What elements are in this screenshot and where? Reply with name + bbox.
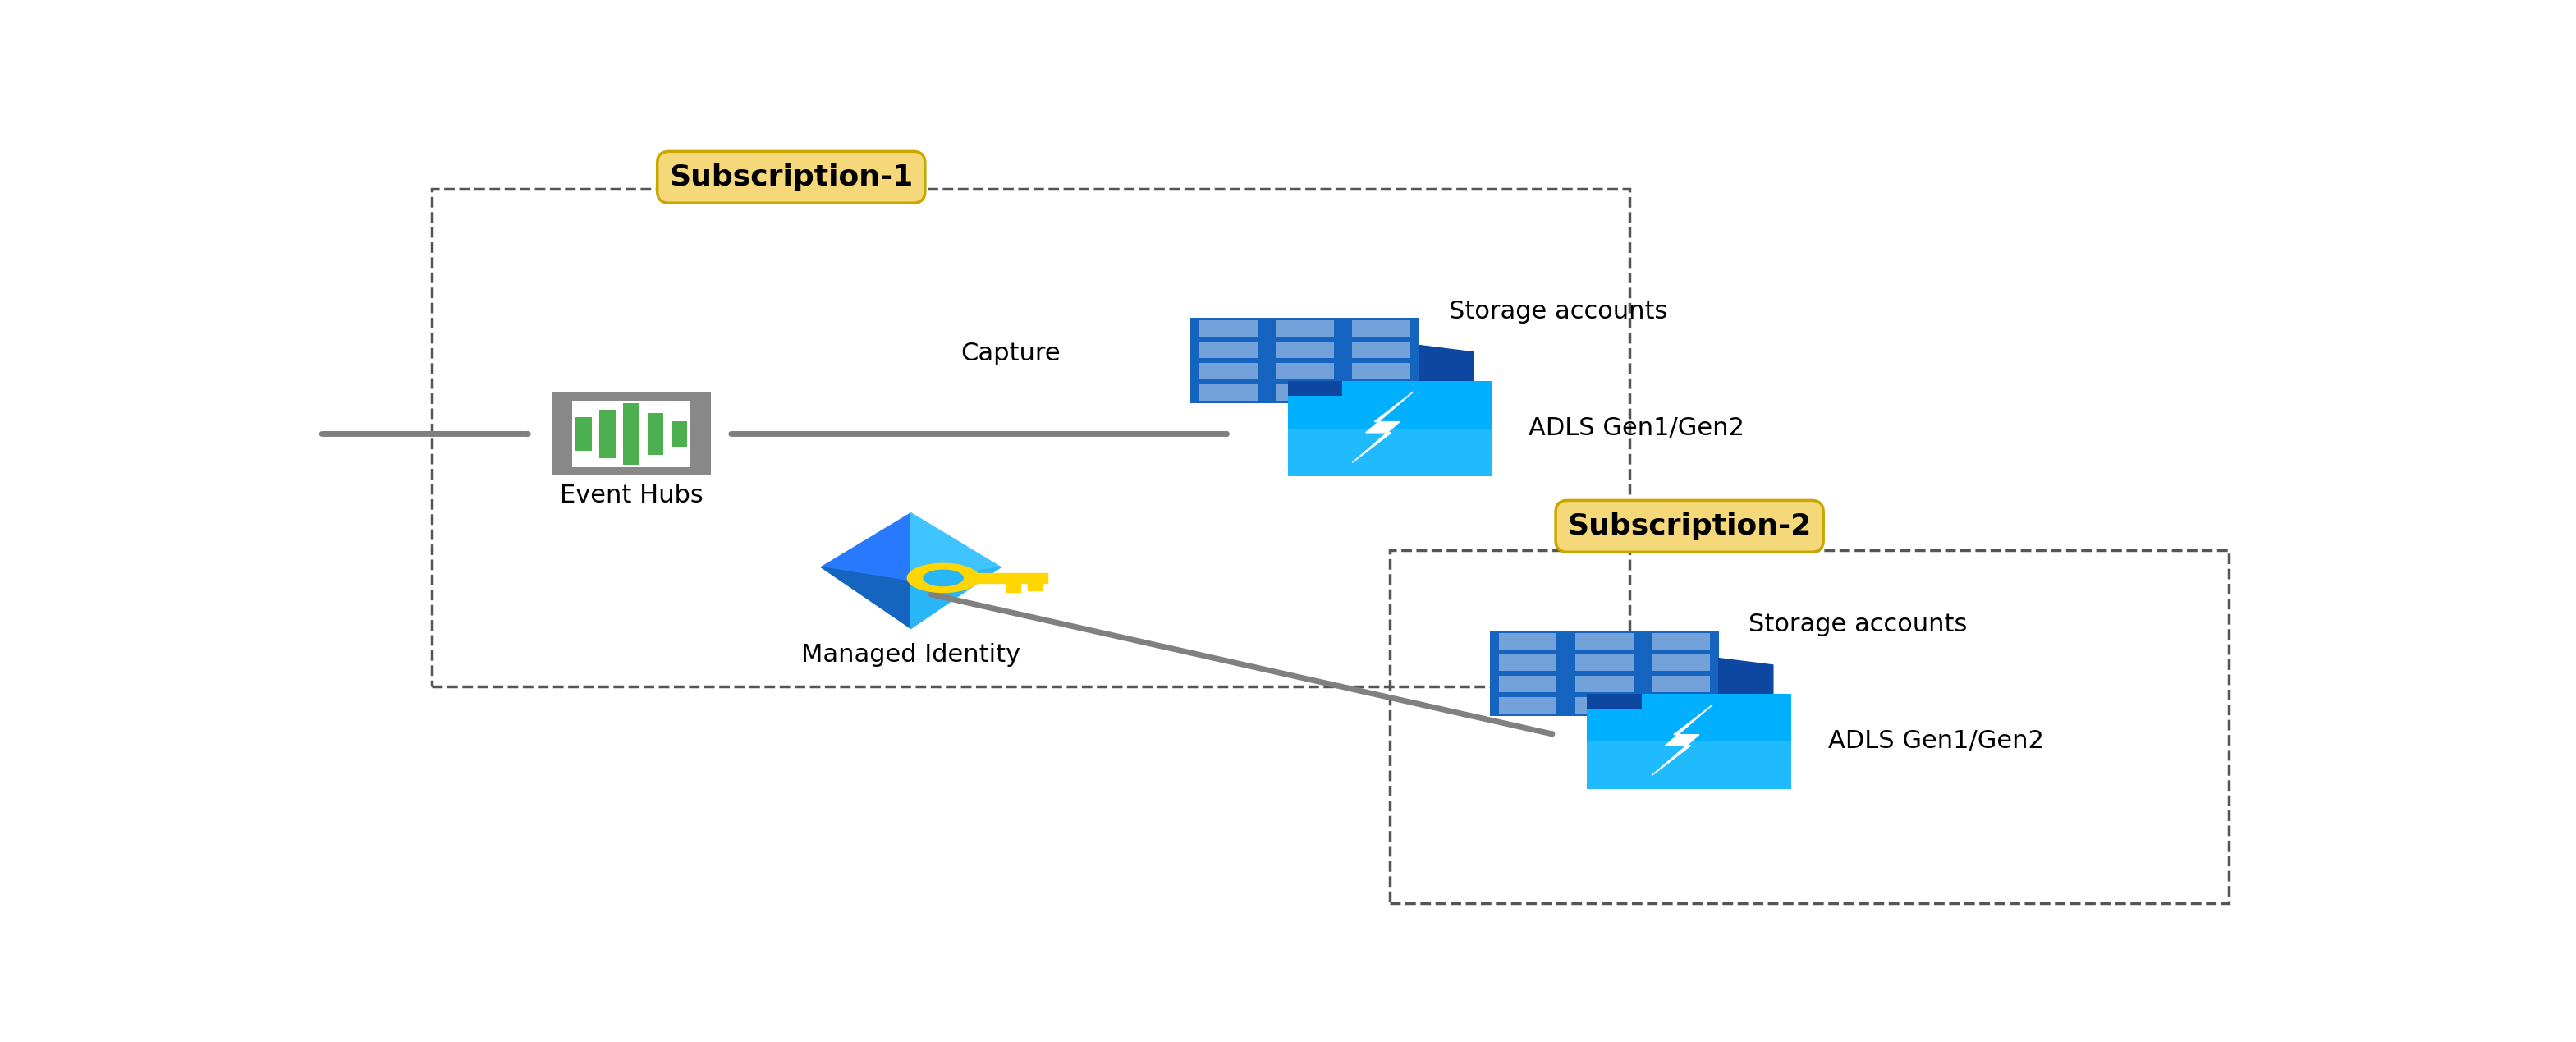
Bar: [1499, 676, 1556, 692]
Text: Event Hubs: Event Hubs: [559, 483, 703, 507]
Polygon shape: [1028, 584, 1043, 590]
Text: Storage accounts: Storage accounts: [1448, 299, 1667, 323]
Bar: [1391, 550, 2228, 903]
Bar: [1190, 318, 1419, 403]
Bar: [551, 392, 711, 400]
Text: Capture: Capture: [961, 342, 1061, 366]
Text: Subscription-1: Subscription-1: [670, 164, 912, 191]
Text: Subscription-2: Subscription-2: [1569, 513, 1811, 540]
Bar: [1288, 380, 1342, 396]
Polygon shape: [822, 567, 912, 628]
Bar: [1200, 320, 1257, 337]
Bar: [1275, 384, 1334, 400]
Bar: [1499, 654, 1556, 671]
Bar: [1651, 634, 1710, 649]
Bar: [1200, 384, 1257, 400]
Text: Storage accounts: Storage accounts: [1749, 613, 1968, 636]
Bar: [1587, 694, 1641, 709]
Polygon shape: [912, 513, 999, 581]
Polygon shape: [1352, 392, 1414, 463]
Polygon shape: [1651, 704, 1713, 775]
Bar: [1275, 363, 1334, 379]
Bar: [1574, 634, 1633, 649]
Bar: [1574, 676, 1633, 692]
Text: ADLS Gen1/Gen2: ADLS Gen1/Gen2: [1528, 417, 1744, 441]
Bar: [1352, 384, 1409, 400]
Bar: [1489, 630, 1718, 716]
Bar: [1200, 342, 1257, 357]
Bar: [647, 414, 665, 454]
Bar: [1275, 320, 1334, 337]
Polygon shape: [912, 567, 999, 628]
Bar: [1587, 742, 1790, 789]
Bar: [623, 403, 639, 465]
Polygon shape: [1007, 584, 1020, 593]
Bar: [1352, 320, 1409, 337]
Bar: [1200, 363, 1257, 379]
Bar: [574, 417, 592, 451]
Bar: [1352, 342, 1409, 357]
Polygon shape: [1419, 345, 1473, 393]
Bar: [1574, 697, 1633, 714]
Bar: [1651, 676, 1710, 692]
Polygon shape: [1718, 659, 1772, 706]
Bar: [600, 410, 616, 458]
Polygon shape: [907, 564, 979, 593]
Bar: [1499, 697, 1556, 714]
Text: ADLS Gen1/Gen2: ADLS Gen1/Gen2: [1829, 729, 2043, 753]
Bar: [1651, 697, 1710, 714]
Bar: [1275, 342, 1334, 357]
Polygon shape: [925, 570, 963, 586]
Bar: [551, 467, 711, 475]
Bar: [1288, 380, 1492, 476]
Bar: [1651, 654, 1710, 671]
Polygon shape: [976, 573, 1048, 584]
Bar: [1574, 654, 1633, 671]
Bar: [551, 392, 572, 475]
Polygon shape: [822, 513, 912, 581]
Bar: [433, 190, 1631, 687]
Bar: [1352, 363, 1409, 379]
Bar: [1288, 428, 1492, 476]
Bar: [1499, 634, 1556, 649]
Bar: [672, 421, 688, 447]
Text: Managed Identity: Managed Identity: [801, 643, 1020, 667]
Bar: [1587, 694, 1790, 789]
Bar: [690, 392, 711, 475]
